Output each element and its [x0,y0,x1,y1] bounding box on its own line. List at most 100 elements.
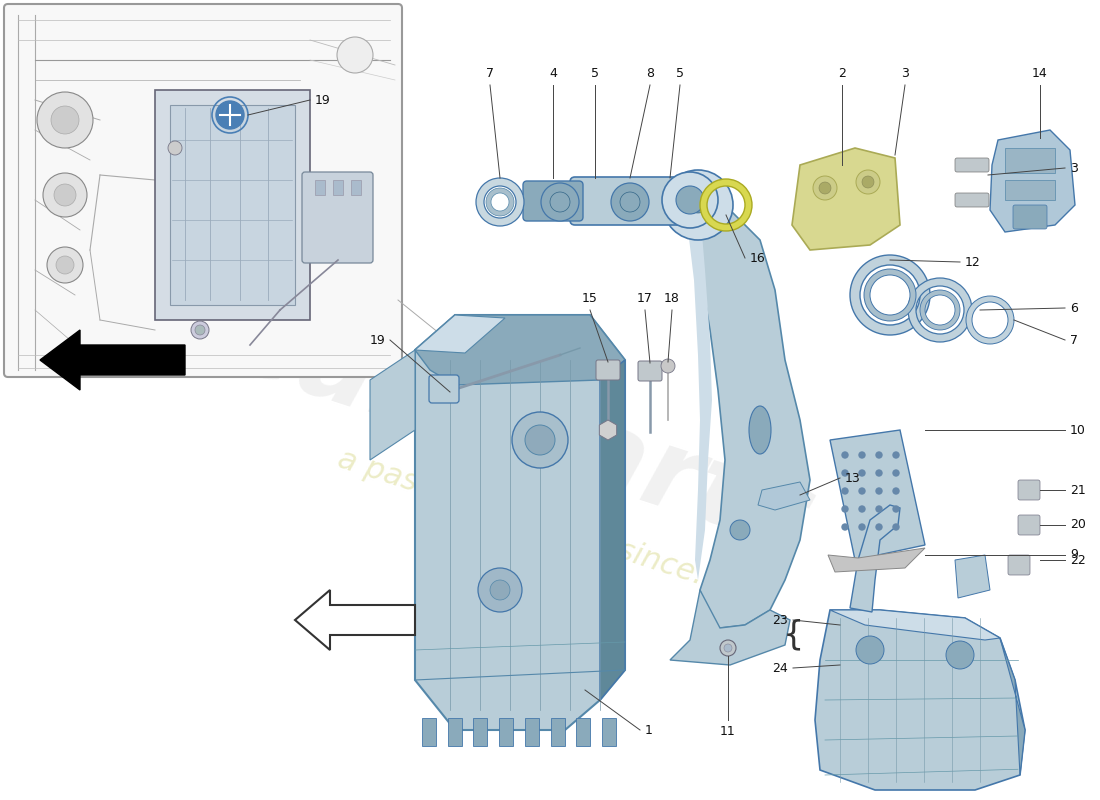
Circle shape [893,470,899,476]
Circle shape [690,197,706,213]
Circle shape [859,506,865,512]
Circle shape [856,170,880,194]
Circle shape [859,488,865,494]
Text: 19: 19 [315,94,331,106]
Text: 5: 5 [676,67,684,80]
Bar [1005,148,1055,173]
FancyBboxPatch shape [596,360,620,380]
FancyBboxPatch shape [4,4,401,377]
Bar [576,718,591,746]
Text: 16: 16 [750,251,766,265]
Circle shape [550,192,570,212]
Circle shape [337,37,373,73]
Text: {: { [782,618,804,651]
Circle shape [842,488,848,494]
FancyBboxPatch shape [955,193,989,207]
Text: europarts: europarts [211,284,828,576]
Circle shape [663,170,733,240]
Text: 15: 15 [582,292,598,305]
Bar [422,718,436,746]
FancyBboxPatch shape [429,375,459,403]
Bar [473,718,487,746]
FancyBboxPatch shape [570,177,690,225]
Text: 7: 7 [1070,334,1078,346]
Circle shape [195,325,205,335]
Text: 14: 14 [1032,67,1048,80]
Text: 12: 12 [965,255,981,269]
Text: a passion for parts since...: a passion for parts since... [334,444,726,596]
Circle shape [893,488,899,494]
FancyBboxPatch shape [170,105,295,305]
Polygon shape [955,555,990,598]
Bar [351,180,361,195]
FancyBboxPatch shape [1018,515,1040,535]
Circle shape [730,520,750,540]
FancyBboxPatch shape [522,181,583,221]
Text: 5: 5 [591,67,600,80]
Circle shape [216,101,244,129]
Circle shape [662,172,718,228]
Circle shape [842,452,848,458]
Polygon shape [758,482,810,510]
Polygon shape [670,590,790,665]
FancyBboxPatch shape [302,172,373,263]
FancyBboxPatch shape [1008,555,1030,575]
Circle shape [191,321,209,339]
Bar [315,180,324,195]
Circle shape [893,506,899,512]
Circle shape [856,636,884,664]
Bar [602,718,616,746]
Circle shape [168,141,182,155]
Text: 18: 18 [664,292,680,305]
Circle shape [842,470,848,476]
Polygon shape [415,315,625,730]
Polygon shape [295,590,415,650]
Bar [1005,180,1055,200]
FancyBboxPatch shape [638,361,662,381]
Circle shape [478,568,522,612]
Polygon shape [1000,638,1025,775]
Text: 6: 6 [1070,302,1078,314]
Circle shape [862,176,874,188]
Text: 1: 1 [645,723,653,737]
Circle shape [820,182,830,194]
Circle shape [47,247,82,283]
Circle shape [620,192,640,212]
Circle shape [893,452,899,458]
Bar [448,718,462,746]
Circle shape [676,186,704,214]
Circle shape [680,187,716,223]
Circle shape [859,452,865,458]
Circle shape [859,470,865,476]
Bar [499,718,513,746]
Circle shape [876,452,882,458]
Polygon shape [850,505,900,612]
Text: 2: 2 [838,67,846,80]
Text: 21: 21 [1070,483,1086,497]
Circle shape [610,183,649,221]
Ellipse shape [749,406,771,454]
Circle shape [859,524,865,530]
Polygon shape [792,148,900,250]
FancyBboxPatch shape [155,90,310,320]
Polygon shape [600,360,625,700]
Text: 9: 9 [1070,549,1078,562]
Circle shape [37,92,94,148]
Circle shape [842,506,848,512]
Bar [551,718,564,746]
Polygon shape [828,548,925,572]
Circle shape [51,106,79,134]
Circle shape [876,488,882,494]
Circle shape [43,173,87,217]
Circle shape [56,256,74,274]
Polygon shape [815,610,1025,790]
Text: 3: 3 [1070,162,1078,174]
Polygon shape [990,130,1075,232]
Circle shape [893,524,899,530]
Polygon shape [830,430,925,560]
Circle shape [842,524,848,530]
Text: 23: 23 [772,614,788,626]
Polygon shape [415,315,505,353]
FancyBboxPatch shape [955,158,989,172]
Circle shape [876,524,882,530]
